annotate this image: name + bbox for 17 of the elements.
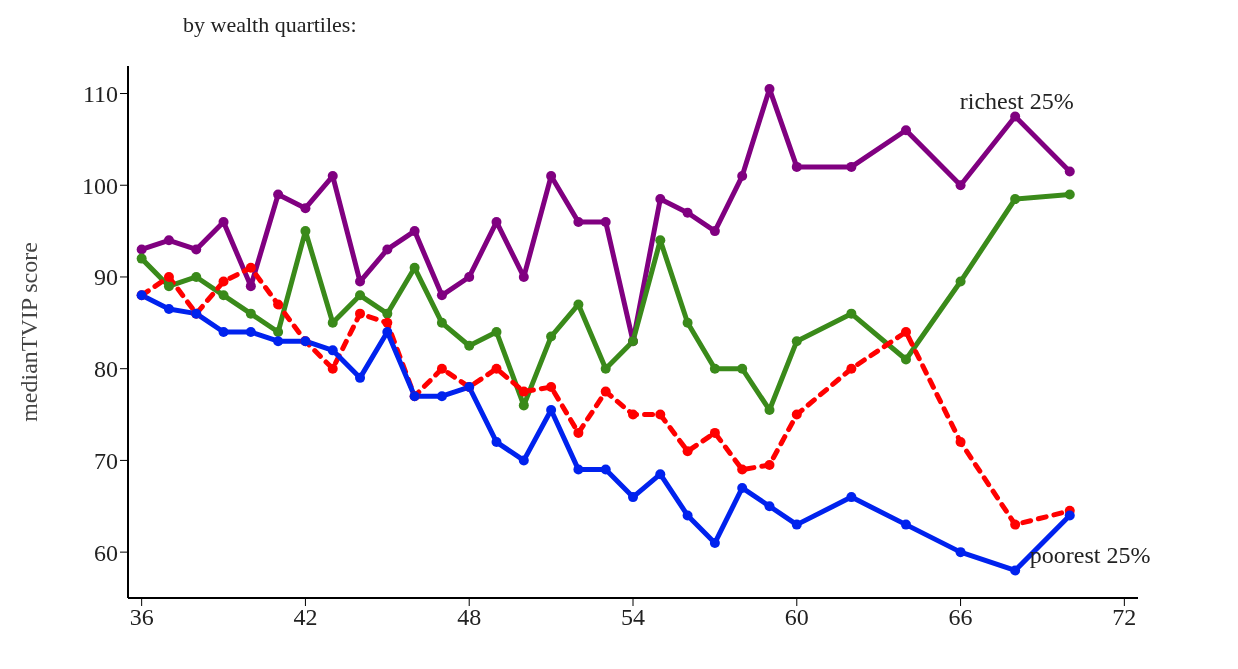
y-tick-label: 70 — [94, 447, 118, 474]
x-tick-label: 42 — [293, 604, 318, 631]
x-tick-label: 60 — [784, 604, 809, 631]
series-label: poorest 25% — [1029, 542, 1151, 569]
y-tick-label: 60 — [94, 539, 118, 566]
y-tick-label: 110 — [82, 81, 118, 108]
x-tick-label: 66 — [948, 604, 973, 631]
x-tick-label: 54 — [621, 604, 645, 631]
y-axis-title: medianTVIP score — [15, 242, 42, 422]
x-tick-label: 36 — [129, 604, 154, 631]
y-tick-label: 90 — [94, 264, 118, 291]
x-tick-label: 72 — [1112, 604, 1137, 631]
x-tick-label: 48 — [457, 604, 482, 631]
y-tick-label: 100 — [82, 172, 118, 199]
chart-title: by wealth quartiles: — [183, 12, 357, 38]
series-label: richest 25% — [959, 88, 1074, 115]
y-tick-label: 80 — [94, 356, 118, 383]
